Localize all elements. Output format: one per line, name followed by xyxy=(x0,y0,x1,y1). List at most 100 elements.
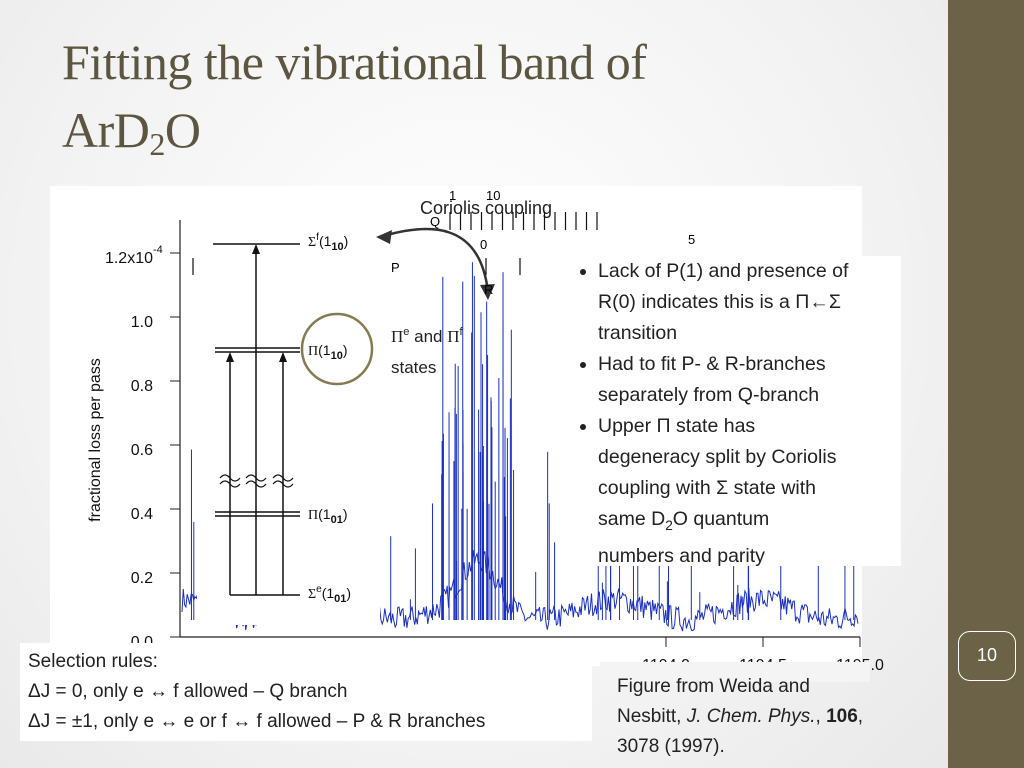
bullet-box: Lack of P(1) and presence of R(0) indicat… xyxy=(556,256,901,567)
text: Nesbitt, xyxy=(617,706,687,727)
coriolis-label: Coriolis coupling xyxy=(420,198,552,218)
bullet: Lack of P(1) and presence of R(0) indicat… xyxy=(598,256,901,349)
level-label: Σf(110) xyxy=(308,232,348,253)
superscript: e xyxy=(403,326,409,338)
symbol: Π xyxy=(447,327,459,346)
breaks xyxy=(219,474,294,488)
line: degeneracy split by Coriolis xyxy=(598,446,837,468)
line: transition xyxy=(598,322,678,344)
level-lines xyxy=(213,243,300,596)
line: Nesbitt, J. Chem. Phys., 106, xyxy=(617,702,863,732)
text: , xyxy=(815,706,827,727)
branch-label: R xyxy=(484,282,493,297)
y-tick-label: 0.8 xyxy=(131,378,153,395)
label: 1.2x10 xyxy=(105,250,153,267)
label: 1.0 xyxy=(131,314,153,331)
line: coupling with Σ state with xyxy=(598,477,816,499)
citation: Figure from Weida and Nesbitt, J. Chem. … xyxy=(617,672,863,762)
exponent: -4 xyxy=(153,244,163,256)
title-line: ArD2O xyxy=(62,96,646,178)
level-label: Π(110) xyxy=(308,342,348,362)
text: (1 xyxy=(318,342,331,358)
states-label: states xyxy=(391,358,436,377)
page-number: 10 xyxy=(958,631,1016,681)
line: Lack of P(1) and presence of xyxy=(598,260,849,282)
rule: ΔJ = ±1, only e ↔ e or f ↔ f allowed – P… xyxy=(28,711,486,732)
text: ) xyxy=(343,506,348,522)
text: (1 xyxy=(322,585,335,601)
y-tick-label: 0.6 xyxy=(131,442,153,459)
line: R(0) indicates this is a Π←Σ xyxy=(598,291,841,313)
text: (1 xyxy=(318,506,331,522)
branch-number: 0 xyxy=(480,237,487,252)
text: ) xyxy=(346,585,351,601)
symbol: Π xyxy=(308,344,318,359)
level-label: Σe(101) xyxy=(308,584,351,605)
text: (1 xyxy=(319,233,332,249)
branch-number: 5 xyxy=(688,232,695,247)
y-tick-label: 0.2 xyxy=(131,570,153,587)
title-text: ArD xyxy=(62,102,150,158)
rule: ΔJ = 0, only e ↔ f allowed – Q branch xyxy=(28,681,348,702)
subscript: 2 xyxy=(665,517,673,533)
text: , xyxy=(857,706,864,727)
line: same D xyxy=(598,508,666,530)
bullet: Had to fit P- & R-branches separately fro… xyxy=(598,349,901,411)
line: Had to fit P- & R-branches xyxy=(598,353,826,375)
volume: 106 xyxy=(826,706,858,727)
journal: J. Chem. Phys. xyxy=(686,706,816,727)
highlight-circle xyxy=(300,312,374,386)
line: Upper Π state has xyxy=(598,415,756,437)
symbol: Σ xyxy=(308,235,316,250)
y-tick-label: 1.0 xyxy=(131,314,153,331)
text: and xyxy=(409,327,447,346)
symbol: Π xyxy=(308,508,318,523)
subscript: 2 xyxy=(149,126,165,162)
branch-combs xyxy=(192,212,598,275)
y-ticks: 1.2x10-41.00.80.60.40.20.0 xyxy=(105,244,180,651)
y-tick-label: 1.2x10 xyxy=(105,250,153,267)
y-tick-label: 0.4 xyxy=(131,506,153,523)
coriolis-arrow xyxy=(379,227,490,293)
branch-label: P xyxy=(391,260,400,275)
slide-title: Fitting the vibrational band of ArD2O xyxy=(62,28,647,178)
label: 0.8 xyxy=(131,378,153,395)
bullet: Upper Π state has degeneracy split by Cor… xyxy=(598,411,901,572)
line: Figure from Weida and xyxy=(617,676,810,697)
mask xyxy=(600,662,870,682)
line: 3078 (1997). xyxy=(617,736,725,757)
text: ) xyxy=(344,233,349,249)
line: O quantum xyxy=(672,508,770,530)
selection-rules: Selection rules: ΔJ = 0, only e ↔ f allo… xyxy=(20,643,592,741)
subscript: 10 xyxy=(331,350,343,362)
label: 0.2 xyxy=(131,570,153,587)
states-label: Πe and Πf xyxy=(391,326,464,346)
title-text: O xyxy=(164,102,201,158)
level-labels: Σf(110)Π(110)Π(101)Σe(101) xyxy=(308,232,351,605)
text: ) xyxy=(343,342,348,358)
superscript: f xyxy=(460,326,464,338)
line: separately from Q-branch xyxy=(598,384,820,406)
bullet-list: Lack of P(1) and presence of R(0) indicat… xyxy=(556,256,901,572)
superscript: f xyxy=(316,232,319,243)
arrowhead xyxy=(480,284,495,300)
label: 0.4 xyxy=(131,506,153,523)
branch-number: 1 xyxy=(449,188,456,203)
subscript: 01 xyxy=(334,593,346,605)
branch-number: 10 xyxy=(486,188,500,203)
subscript: 10 xyxy=(331,241,343,253)
heading: Selection rules: xyxy=(28,651,158,672)
arrowhead xyxy=(376,230,392,244)
level-diagram-bg xyxy=(197,230,380,625)
symbol: Π xyxy=(391,327,403,346)
line: numbers and parity xyxy=(598,544,765,567)
branch-label: Q xyxy=(430,214,440,229)
arrowheads xyxy=(226,244,287,362)
level-label: Π(101) xyxy=(308,506,348,526)
symbol: Σ xyxy=(308,587,316,602)
label: 0.6 xyxy=(131,442,153,459)
subscript: 01 xyxy=(331,514,343,526)
y-axis-label: fractional loss per pass xyxy=(87,358,104,522)
title-line: Fitting the vibrational band of xyxy=(62,34,647,90)
